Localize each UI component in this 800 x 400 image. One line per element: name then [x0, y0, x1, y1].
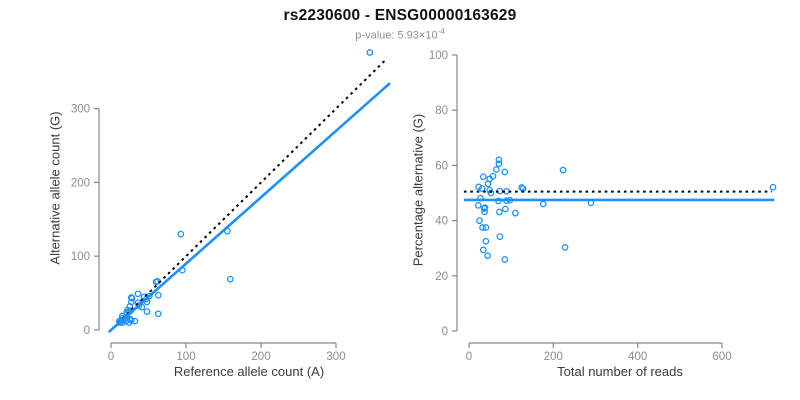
y-tick-label: 0	[84, 325, 90, 337]
left-y-axis-title: Alternative allele count (G)	[47, 111, 63, 265]
data-point	[479, 246, 487, 254]
data-point	[478, 185, 486, 192]
y-tick-label: 80	[435, 105, 448, 117]
data-point	[131, 317, 139, 325]
x-tick-label: 200	[251, 351, 270, 363]
data-point	[518, 184, 526, 191]
data-point	[128, 294, 136, 302]
data-point	[501, 256, 509, 263]
y-tick-label: 20	[435, 271, 448, 283]
data-point	[493, 166, 500, 173]
data-point	[476, 217, 483, 224]
identity-line	[108, 58, 388, 333]
pvalue-text: p-value: 5.93×10	[355, 29, 438, 42]
data-point	[479, 224, 486, 231]
data-point	[177, 230, 185, 238]
x-tick-label: 200	[544, 351, 563, 363]
data-point	[495, 156, 503, 164]
data-point	[501, 168, 509, 176]
data-point	[480, 205, 488, 212]
data-point	[481, 204, 489, 211]
data-point	[495, 160, 503, 168]
data-point	[496, 208, 503, 216]
data-point	[501, 205, 509, 213]
chart-subtitle: p-value: 5.93×10-4	[0, 27, 800, 42]
y-tick-label: 100	[429, 50, 448, 62]
data-point	[512, 209, 519, 217]
data-point	[482, 237, 490, 245]
x-tick-label: 300	[326, 351, 345, 363]
data-point	[481, 208, 488, 216]
right-x-axis-title: Total number of reads	[557, 364, 683, 379]
data-point	[134, 290, 142, 298]
y-tick-label: 200	[71, 177, 90, 189]
right-y-axis-title: Percentage alternative (G)	[410, 113, 426, 267]
data-point	[561, 244, 569, 251]
data-point	[482, 224, 490, 231]
data-point	[366, 49, 374, 56]
data-point	[484, 252, 491, 260]
y-tick-label: 60	[435, 160, 448, 172]
data-point	[154, 291, 162, 299]
data-point	[769, 183, 777, 191]
chart-title: rs2230600 - ENSG00000163629	[283, 7, 517, 24]
data-point	[484, 180, 492, 188]
data-point	[559, 166, 567, 174]
x-tick-label: 0	[466, 351, 472, 363]
data-point	[154, 310, 162, 318]
data-point	[474, 202, 482, 209]
fit-line	[107, 82, 391, 333]
data-point	[479, 173, 487, 181]
pvalue-exponent: -4	[437, 27, 445, 36]
x-tick-label: 600	[712, 351, 731, 363]
data-point	[496, 233, 504, 240]
data-point	[125, 319, 133, 326]
x-tick-label: 400	[628, 351, 647, 363]
left-x-axis-title: Reference allele count (A)	[173, 364, 325, 379]
y-tick-label: 0	[442, 326, 448, 338]
data-point	[226, 275, 234, 283]
data-point	[539, 200, 547, 208]
data-point	[487, 189, 495, 197]
y-tick-label: 100	[71, 251, 90, 263]
y-tick-label: 40	[435, 216, 448, 228]
x-tick-label: 0	[108, 351, 114, 363]
data-point	[143, 308, 151, 315]
data-point	[116, 319, 124, 326]
y-tick-label: 300	[71, 104, 90, 116]
data-point	[475, 183, 483, 191]
x-tick-label: 100	[176, 351, 195, 363]
